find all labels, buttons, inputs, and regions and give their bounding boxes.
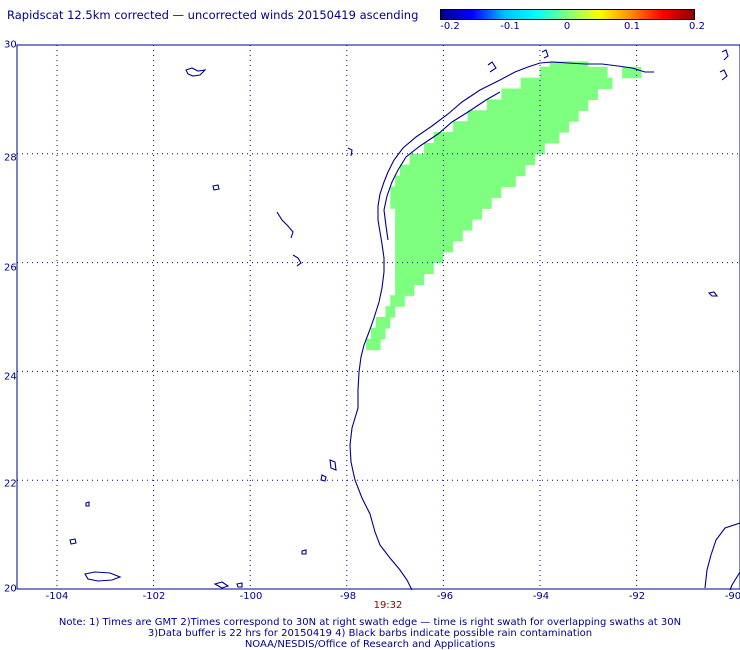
colorbar-label: -0.2	[440, 21, 460, 32]
lake-chapala	[84, 571, 122, 582]
footnote-line-1: Note: 1) Times are GMT 2)Times correspon…	[58, 617, 682, 628]
small-lake-4	[85, 501, 90, 507]
swath-cell-row	[395, 175, 516, 188]
gulf-islet	[707, 291, 719, 297]
lat-label: 26	[4, 262, 17, 274]
gulf-coastline	[349, 61, 654, 591]
lat-label: 28	[4, 152, 17, 164]
swath-cell-row	[375, 317, 391, 329]
lon-label: -90	[724, 591, 740, 602]
swath-cell-row	[395, 208, 483, 220]
swath-cell-row	[395, 273, 425, 285]
yucatan-coast	[704, 522, 740, 589]
chart-title: Rapidscat 12.5km corrected — uncorrected…	[7, 8, 419, 22]
swath-cell-row	[409, 153, 536, 166]
swath-cell-row	[453, 121, 569, 133]
texas-inner-shoreline	[383, 91, 501, 241]
swath-cell-row	[540, 66, 608, 79]
swath-cell-row	[370, 327, 386, 340]
lat-label: 22	[4, 478, 17, 490]
caribbean-coast	[729, 571, 740, 591]
swath-cell-row	[622, 66, 642, 79]
lon-label: -98	[339, 591, 357, 602]
colorbar	[440, 9, 695, 20]
reservoir-6	[721, 49, 729, 61]
swath-cell-row	[366, 338, 381, 351]
map-frame	[16, 44, 740, 590]
lon-label: -94	[532, 591, 550, 602]
swath-cell-row	[395, 229, 463, 242]
reservoir-7	[719, 69, 728, 81]
colorbar-label: -0.1	[500, 21, 520, 32]
swath-cell-row	[395, 284, 415, 296]
small-lake-2	[213, 581, 230, 589]
lagoon-isle-2	[320, 474, 327, 482]
lake-island-2	[212, 184, 220, 191]
footnote-credit: NOAA/NESDIS/Office of Research and Appli…	[244, 639, 496, 650]
swath-cell-row	[395, 240, 454, 253]
swath-cell-row	[501, 88, 598, 100]
swath-cell-row	[399, 164, 526, 177]
swath-cell-row	[390, 295, 405, 307]
lat-label: 20	[4, 583, 17, 595]
footnote-line-2: 3)Data buffer is 22 hrs for 20150419 4) …	[147, 628, 593, 639]
small-lake-3	[236, 582, 243, 588]
lat-label: 24	[4, 371, 17, 383]
lon-label: -100	[239, 591, 263, 602]
colorbar-label: 0.2	[689, 21, 705, 32]
swath-cell-row	[390, 186, 502, 198]
colorbar-label: 0.1	[624, 21, 640, 32]
swath-cell-row	[390, 197, 492, 209]
lon-label: -96	[436, 591, 454, 602]
swath-cell-row	[385, 306, 396, 318]
lon-label: -104	[45, 591, 69, 602]
coastline	[69, 49, 740, 591]
swath-cell-row	[395, 251, 444, 264]
reservoir-1	[276, 211, 294, 239]
swath-cell-row	[395, 262, 434, 275]
swath-cell-row	[424, 142, 545, 155]
small-lake-1	[69, 538, 77, 545]
swath-time-label: 19:32	[373, 600, 403, 611]
swath-cell-row	[486, 99, 589, 111]
swath-cell-row	[433, 132, 560, 144]
lake-island-1	[185, 67, 207, 77]
reservoir-5	[487, 61, 497, 73]
swath-cell-row	[467, 110, 579, 122]
colorbar-gradient	[441, 10, 694, 19]
reservoir-2	[292, 254, 302, 267]
lat-label: 30	[4, 39, 17, 51]
wind-difference-swath	[366, 61, 642, 351]
lon-label: -102	[142, 591, 166, 602]
lon-label: -92	[628, 591, 646, 602]
swath-cell-row	[520, 77, 613, 90]
small-lake-5	[301, 549, 307, 555]
lagoon-isle-1	[329, 459, 337, 471]
lat-lon-grid	[17, 45, 740, 589]
reservoir-4	[541, 49, 549, 59]
swath-cell-row	[395, 219, 473, 231]
reservoir-3	[347, 147, 353, 157]
colorbar-label: 0	[563, 21, 571, 32]
